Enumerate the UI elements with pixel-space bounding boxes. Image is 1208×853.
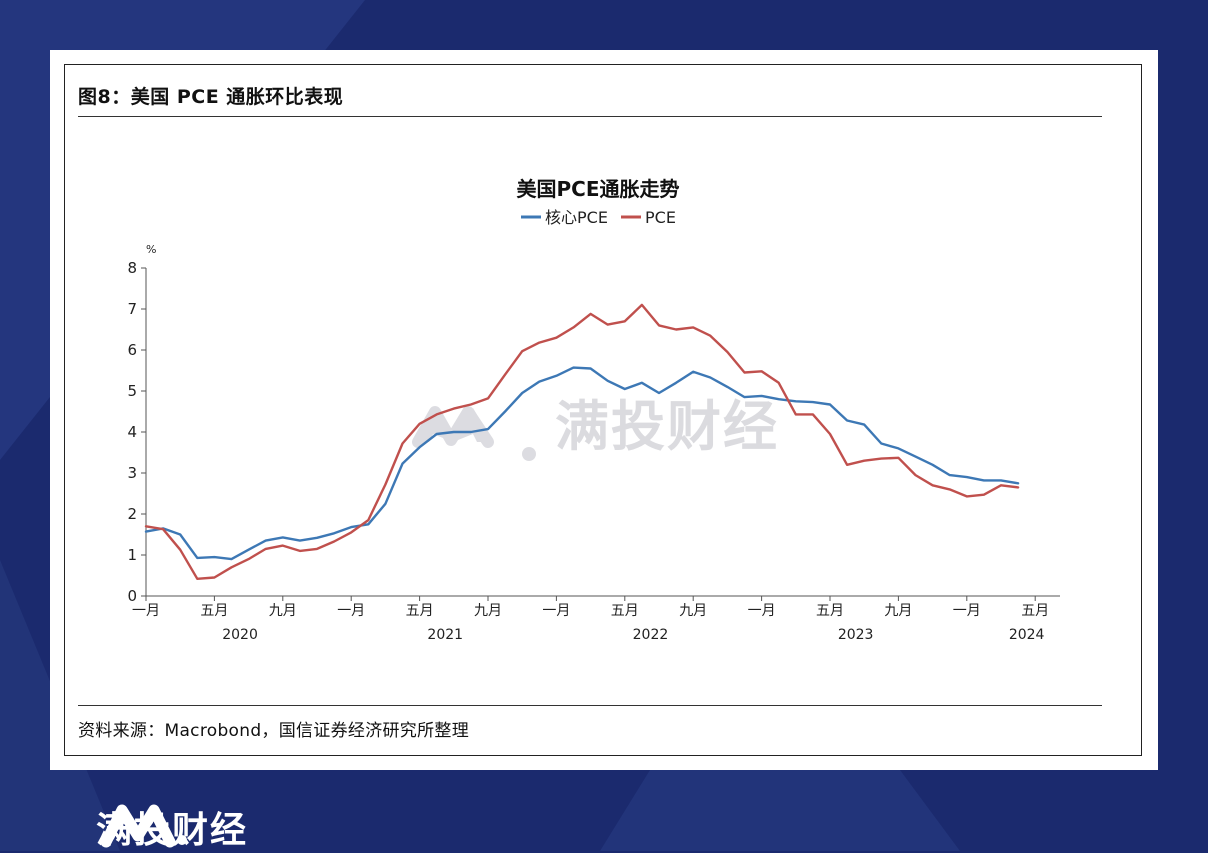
footer-logo-icon	[100, 804, 187, 848]
x-tick-label: 一月	[542, 603, 570, 619]
x-tick-label: 五月	[406, 603, 434, 619]
figure-panel: 图8：美国 PCE 通胀环比表现 满投财经 美国PCE通胀走势 核心PCE PC…	[50, 50, 1158, 770]
x-tick-label: 九月	[679, 603, 707, 619]
legend-label-core-pce: 核心PCE	[545, 208, 608, 227]
x-tick-label: 九月	[884, 603, 912, 619]
y-tick-label: 2	[127, 505, 137, 523]
x-tick-label: 五月	[1021, 603, 1049, 619]
x-year-label: 2022	[633, 627, 669, 643]
y-tick-label: 0	[127, 587, 137, 605]
y-tick-label: 3	[127, 464, 137, 482]
watermark: 满投财经	[412, 395, 779, 461]
y-tick-label: 8	[127, 259, 137, 277]
x-tick-label: 九月	[474, 603, 502, 619]
axes: 0 1 2 3 4 5 6 7 8 一月 五月 九月 一月 五月 九月 一月 五月 九月 一月 五月 九月 一月 五月 202…	[127, 259, 1060, 643]
x-tick-label: 一月	[748, 603, 776, 619]
x-year-label: 2021	[427, 627, 463, 643]
y-tick-label: 1	[127, 546, 137, 564]
y-axis-unit: %	[146, 243, 156, 256]
y-tick-label: 4	[127, 423, 137, 441]
x-tick-label: 一月	[132, 603, 160, 619]
x-year-label: 2024	[1009, 627, 1045, 643]
title-rule	[78, 116, 1102, 117]
x-year-label: 2020	[222, 627, 258, 643]
x-year-label: 2023	[838, 627, 874, 643]
x-tick-label: 五月	[200, 603, 228, 619]
pce-chart: 满投财经 美国PCE通胀走势 核心PCE PCE % 0 1 2 3 4 5 6 7 8 一月 五月…	[127, 177, 1060, 643]
figure-frame	[64, 64, 1142, 756]
x-tick-label: 一月	[337, 603, 365, 619]
source-note: 资料来源：Macrobond，国信证券经济研究所整理	[78, 721, 470, 741]
legend: 核心PCE PCE	[521, 208, 676, 227]
legend-label-pce: PCE	[645, 208, 676, 227]
y-tick-label: 5	[127, 382, 137, 400]
figure-title: 图8：美国 PCE 通胀环比表现	[78, 86, 344, 108]
x-tick-label: 一月	[953, 603, 981, 619]
x-tick-label: 五月	[611, 603, 639, 619]
series-line-core-pce	[144, 366, 1020, 561]
source-rule	[78, 705, 1102, 706]
watermark-text: 满投财经	[555, 395, 779, 458]
x-tick-label: 五月	[816, 603, 844, 619]
series-layer	[144, 303, 1020, 580]
x-tick-label: 九月	[269, 603, 297, 619]
chart-title: 美国PCE通胀走势	[517, 177, 680, 201]
series-line-pce	[144, 303, 1020, 580]
footer-brand: 满投财经	[96, 810, 249, 851]
y-tick-label: 6	[127, 341, 137, 359]
y-tick-label: 7	[127, 300, 137, 318]
